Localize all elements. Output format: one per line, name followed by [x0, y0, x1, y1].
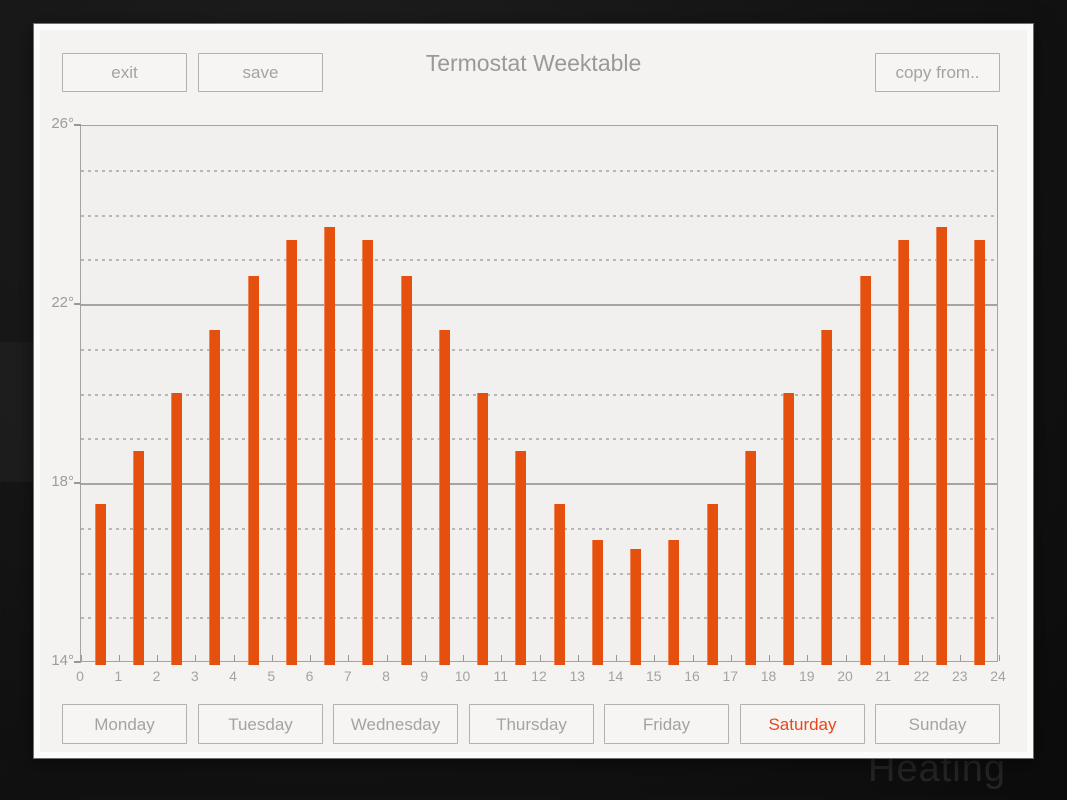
temp-bar-hour-3[interactable]	[209, 329, 221, 665]
x-axis-tick	[118, 655, 120, 661]
x-axis-label: 12	[531, 668, 547, 684]
day-tab-thursday[interactable]: Thursday	[469, 704, 594, 744]
x-axis-tick	[501, 655, 503, 661]
y-axis-label: 26°	[51, 115, 74, 132]
x-axis-label: 19	[798, 668, 815, 684]
temp-bar-hour-19[interactable]	[821, 329, 833, 665]
x-axis-label: 22	[913, 668, 930, 684]
temp-bar-hour-16[interactable]	[706, 504, 718, 665]
x-axis-label: 1	[114, 668, 123, 684]
x-axis-tick	[730, 655, 732, 661]
x-axis-label: 8	[382, 668, 390, 684]
temp-bar-hour-17[interactable]	[744, 450, 756, 665]
temp-bar-hour-18[interactable]	[783, 392, 795, 665]
x-axis-label: 0	[76, 668, 84, 684]
copy-from-button[interactable]: copy from..	[875, 53, 1000, 92]
x-axis-tick	[845, 655, 847, 661]
background-glow-band	[0, 342, 36, 482]
x-axis-label: 3	[190, 668, 199, 684]
temp-bar-hour-21[interactable]	[897, 240, 909, 665]
x-axis-tick	[80, 655, 82, 661]
temp-bar-hour-15[interactable]	[668, 540, 680, 665]
temp-bar-hour-12[interactable]	[553, 504, 565, 665]
x-axis-label: 10	[454, 668, 471, 684]
temp-bar-hour-7[interactable]	[362, 240, 374, 665]
exit-button[interactable]: exit	[62, 53, 187, 92]
x-axis-label: 5	[267, 668, 276, 684]
x-axis-tick	[692, 655, 694, 661]
temp-bar-hour-2[interactable]	[171, 392, 183, 665]
x-axis-tick	[654, 655, 656, 661]
gridline-minor	[81, 259, 997, 262]
x-axis-tick	[539, 655, 541, 661]
x-axis-tick	[616, 655, 617, 661]
x-axis-label: 11	[493, 668, 509, 684]
x-axis-label: 15	[645, 668, 662, 684]
day-tab-tuesday[interactable]: Tuesday	[198, 704, 323, 744]
temp-bar-hour-0[interactable]	[94, 504, 106, 665]
thermostat-weektable-panel: exit save Termostat Weektable copy from.…	[40, 30, 1027, 752]
x-axis-label: 14	[607, 668, 624, 684]
background-heating-text: Heating	[868, 748, 1006, 790]
x-axis-label: 7	[343, 668, 352, 684]
temp-bar-hour-5[interactable]	[285, 240, 297, 665]
temp-bar-hour-13[interactable]	[591, 540, 603, 665]
day-tab-friday[interactable]: Friday	[604, 704, 729, 744]
day-tab-monday[interactable]: Monday	[62, 704, 187, 744]
x-axis-tick	[577, 655, 579, 661]
day-tab-wednesday[interactable]: Wednesday	[333, 704, 458, 744]
x-axis-tick	[998, 655, 1000, 661]
y-axis-label: 14°	[51, 652, 74, 669]
temp-bar-hour-20[interactable]	[859, 276, 871, 665]
x-axis-tick	[922, 655, 923, 661]
temp-bar-hour-4[interactable]	[247, 276, 259, 665]
temp-bar-hour-11[interactable]	[515, 450, 527, 665]
x-axis-label: 2	[152, 668, 161, 684]
x-axis-tick	[310, 655, 311, 661]
gridline-minor	[81, 214, 997, 217]
temp-bar-hour-14[interactable]	[630, 549, 642, 665]
x-axis-tick	[233, 655, 235, 661]
x-axis-tick	[424, 655, 426, 661]
x-axis-tick	[195, 655, 197, 661]
save-button[interactable]: save	[198, 53, 323, 92]
x-axis-label: 16	[684, 668, 700, 684]
temp-bar-hour-1[interactable]	[132, 450, 144, 665]
temp-bar-hour-10[interactable]	[477, 392, 489, 665]
weektable-bar-chart	[80, 125, 1000, 665]
x-axis-label: 21	[875, 668, 892, 684]
temp-bar-hour-22[interactable]	[936, 226, 948, 665]
day-tab-sunday[interactable]: Sunday	[875, 704, 1000, 744]
x-axis-tick	[463, 655, 464, 661]
x-axis-tick	[960, 655, 962, 661]
x-axis-label: 4	[229, 668, 237, 684]
x-axis-label: 9	[420, 668, 429, 684]
x-axis-label: 13	[569, 668, 586, 684]
x-axis-tick	[807, 655, 809, 661]
y-axis-label: 22°	[51, 294, 74, 311]
x-axis-label: 23	[951, 668, 968, 684]
temp-bar-hour-6[interactable]	[324, 226, 336, 665]
x-axis-label: 6	[305, 668, 314, 684]
temp-bar-hour-23[interactable]	[974, 240, 986, 665]
x-axis-tick	[386, 655, 388, 661]
y-axis-label: 18°	[51, 473, 74, 490]
temp-bar-hour-9[interactable]	[438, 329, 450, 665]
x-axis-label: 18	[760, 668, 777, 684]
x-axis-tick	[348, 655, 350, 661]
x-axis-label: 24	[990, 668, 1006, 684]
temp-bar-hour-8[interactable]	[400, 276, 412, 665]
x-axis-tick	[271, 655, 273, 661]
gridline-minor	[81, 169, 997, 172]
x-axis-label: 20	[837, 668, 853, 684]
x-axis-tick	[769, 655, 770, 661]
x-axis-label: 17	[722, 668, 739, 684]
x-axis-tick	[883, 655, 885, 661]
day-tab-saturday[interactable]: Saturday	[740, 704, 865, 744]
x-axis-tick	[157, 655, 158, 661]
